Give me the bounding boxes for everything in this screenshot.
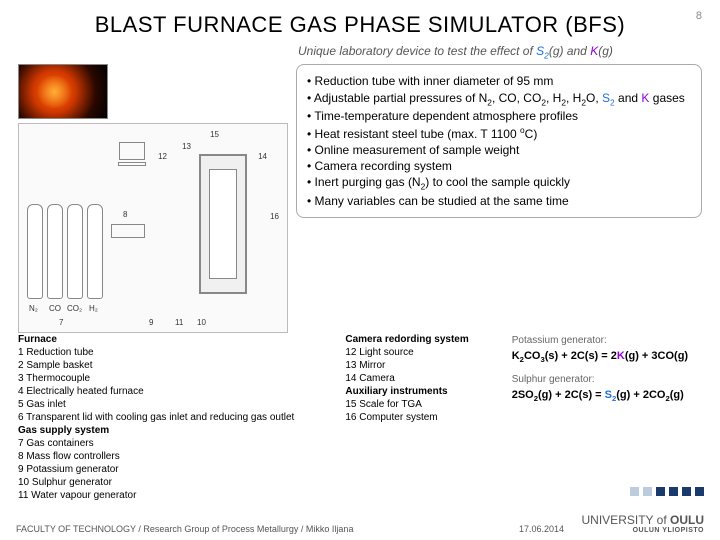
legend-col-1: Furnace 1 Reduction tube2 Sample basket3… bbox=[18, 333, 325, 502]
right-column: Reduction tube with inner diameter of 95… bbox=[296, 64, 702, 333]
bullet: Heat resistant steel tube (max. T 1100 o… bbox=[307, 125, 691, 142]
bullet: Many variables can be studied at the sam… bbox=[307, 193, 691, 209]
footer-text: FACULTY OF TECHNOLOGY / Research Group o… bbox=[16, 524, 502, 534]
left-column: N₂ CO CO₂ H₂ 7 15 13 12 14 16 8 9 11 10 bbox=[18, 64, 288, 333]
content-row: N₂ CO CO₂ H₂ 7 15 13 12 14 16 8 9 11 10 bbox=[18, 64, 702, 333]
bullet: Time-temperature dependent atmosphere pr… bbox=[307, 108, 691, 124]
slide-title: BLAST FURNACE GAS PHASE SIMULATOR (BFS) bbox=[18, 12, 702, 38]
footer-date: 17.06.2014 bbox=[502, 524, 582, 534]
slide: 8 BLAST FURNACE GAS PHASE SIMULATOR (BFS… bbox=[0, 0, 720, 540]
bullet: Camera recording system bbox=[307, 158, 691, 174]
equations-col: Potassium generator: K2CO3(s) + 2C(s) = … bbox=[512, 333, 702, 502]
page-number: 8 bbox=[696, 10, 702, 22]
feature-box: Reduction tube with inner diameter of 95… bbox=[296, 64, 702, 218]
footer: FACULTY OF TECHNOLOGY / Research Group o… bbox=[16, 513, 704, 534]
furnace-photo bbox=[18, 64, 108, 119]
legend-col-2: Camera redording system 12 Light source1… bbox=[345, 333, 491, 502]
legend-row: Furnace 1 Reduction tube2 Sample basket3… bbox=[18, 333, 702, 502]
bullet: Adjustable partial pressures of N2, CO, … bbox=[307, 90, 691, 109]
subtitle: Unique laboratory device to test the eff… bbox=[298, 44, 702, 60]
bullet: Inert purging gas (N2) to cool the sampl… bbox=[307, 174, 691, 193]
university-logo: UNIVERSITY of OULU OULUN YLIOPISTO bbox=[582, 513, 704, 534]
brand-squares bbox=[630, 487, 704, 496]
bullet: Online measurement of sample weight bbox=[307, 142, 691, 158]
bullet: Reduction tube with inner diameter of 95… bbox=[307, 73, 691, 89]
schematic-diagram: N₂ CO CO₂ H₂ 7 15 13 12 14 16 8 9 11 10 bbox=[18, 123, 288, 333]
